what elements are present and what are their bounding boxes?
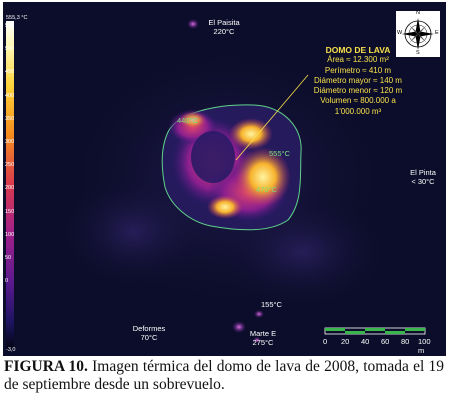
scale-tick-100: 100 m <box>418 337 431 355</box>
dome-info-diam-major: Diámetro mayor ≈ 140 m <box>314 75 402 85</box>
figure-caption: FIGURA 10. Imagen térmica del domo de la… <box>4 358 444 394</box>
caption-text: Imagen térmica del domo de lava de 2008,… <box>4 358 444 393</box>
compass-s: S <box>416 50 420 56</box>
dome-info-volume-2: 1'000.000 m³ <box>334 106 382 116</box>
label-el-paisita-temp: 220°C <box>213 27 235 36</box>
label-el-paisita: El Paisita 220°C <box>199 18 249 36</box>
scale-tick-0: 0 <box>323 337 328 346</box>
temperature-colorbar <box>6 21 14 348</box>
colorbar-tick-0: 0 <box>5 278 9 285</box>
colorbar-tick-150: 150 <box>5 208 15 215</box>
compass-rose: N S E W <box>396 10 440 57</box>
label-el-pinta: El Pinta < 30°C <box>403 168 443 186</box>
colorbar-tick-50: 50 <box>5 255 12 261</box>
colorbar-tick-200: 200 <box>5 185 15 192</box>
colorbar-max-label: 555,3 °C <box>6 15 28 21</box>
compass-e: E <box>435 30 439 36</box>
dome-leader-line <box>235 74 309 161</box>
thermal-image: 555,3 °C -3,0 El Paisita 220°C 440°C 555… <box>3 2 446 356</box>
label-marte-e-temp: 275°C <box>252 338 274 347</box>
label-rim-west: 440°C <box>177 116 198 125</box>
colorbar-tick-400: 400 <box>5 92 15 99</box>
scale-tick-60: 60 <box>381 337 390 346</box>
label-deformes-temp: 70°C <box>140 333 158 342</box>
label-marte-e: Marte E 275°C <box>243 329 283 347</box>
label-el-paisita-name: El Paisita <box>208 18 240 27</box>
compass-icon <box>402 18 434 50</box>
thermal-map <box>6 19 398 348</box>
scale-bar-graphic <box>324 327 426 335</box>
dome-info-area: Área ≈ 12.300 m² <box>327 55 389 65</box>
compass-n: N <box>416 10 420 16</box>
colorbar-tick-350: 350 <box>5 115 15 122</box>
scale-tick-40: 40 <box>361 337 370 346</box>
dome-info-title: DOMO DE LAVA <box>325 45 391 55</box>
label-rim-south: 470°C <box>256 185 277 194</box>
scale-tick-20: 20 <box>341 337 350 346</box>
colorbar-tick-450: 450 <box>5 69 15 76</box>
label-deformes: Deformes 70°C <box>124 324 174 342</box>
label-deformes-name: Deformes <box>132 324 166 333</box>
label-marte-e-name: Marte E <box>249 329 277 338</box>
compass-w: W <box>397 30 403 36</box>
label-rim-east: 555°C <box>269 149 290 158</box>
dome-info-box: DOMO DE LAVA Área ≈ 12.300 m² Perímetro … <box>283 45 433 117</box>
label-spot-155: 155°C <box>261 300 282 309</box>
colorbar-tick-550: 550 <box>5 23 15 29</box>
dome-info-volume-1: Volumen ≈ 800.000 a <box>320 96 396 106</box>
scale-tick-80: 80 <box>401 337 410 346</box>
dome-info-perimeter: Perímetro ≈ 410 m <box>324 65 392 75</box>
caption-label: FIGURA 10. <box>4 358 88 375</box>
colorbar-min-label: -3,0 <box>6 347 16 353</box>
colorbar-tick-100: 100 <box>5 231 15 238</box>
colorbar-tick-500: 500 <box>5 46 15 53</box>
label-el-pinta-name: El Pinta <box>410 168 436 177</box>
label-el-pinta-temp: < 30°C <box>411 177 435 186</box>
colorbar-tick-300: 300 <box>5 139 15 145</box>
dome-info-diam-minor: Diámetro menor ≈ 120 m <box>313 86 403 96</box>
colorbar-tick-labels: 550 500 450 400 350 300 250 200 150 100 50 0 <box>5 13 17 358</box>
scale-bar: 0 20 40 60 80 100 m <box>322 325 438 355</box>
colorbar-tick-250: 250 <box>5 162 15 169</box>
